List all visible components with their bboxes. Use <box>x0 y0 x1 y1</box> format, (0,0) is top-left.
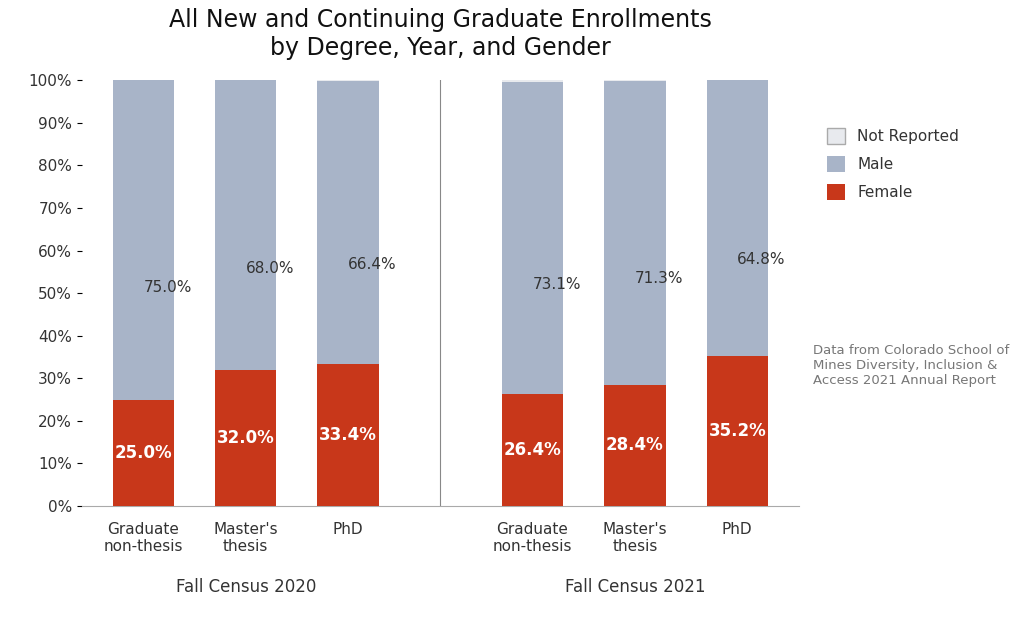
Legend: Not Reported, Male, Female: Not Reported, Male, Female <box>820 122 966 207</box>
Bar <box>502 82 563 394</box>
Bar <box>604 80 666 81</box>
Bar <box>707 356 768 506</box>
Text: Fall Census 2021: Fall Census 2021 <box>564 578 706 596</box>
Text: 73.1%: 73.1% <box>532 277 581 292</box>
Text: 25.0%: 25.0% <box>115 444 172 462</box>
Text: 64.8%: 64.8% <box>737 252 785 267</box>
Bar <box>113 80 174 400</box>
Text: 26.4%: 26.4% <box>504 441 561 459</box>
Bar <box>317 80 379 81</box>
Bar <box>604 81 666 385</box>
Bar <box>215 370 276 506</box>
Text: 32.0%: 32.0% <box>217 429 274 447</box>
Bar <box>113 400 174 506</box>
Text: 75.0%: 75.0% <box>143 280 191 296</box>
Text: 68.0%: 68.0% <box>246 261 294 276</box>
Text: 66.4%: 66.4% <box>348 257 396 272</box>
Bar <box>215 80 276 370</box>
Bar <box>502 394 563 506</box>
Bar <box>317 364 379 506</box>
Text: 71.3%: 71.3% <box>635 271 683 286</box>
Text: 33.4%: 33.4% <box>319 426 377 444</box>
Bar <box>604 385 666 506</box>
Text: 28.4%: 28.4% <box>606 436 664 455</box>
Text: 35.2%: 35.2% <box>709 422 766 440</box>
Text: Fall Census 2020: Fall Census 2020 <box>175 578 316 596</box>
Text: Data from Colorado School of
Mines Diversity, Inclusion &
Access 2021 Annual Rep: Data from Colorado School of Mines Diver… <box>813 344 1010 387</box>
Bar <box>502 80 563 82</box>
Bar <box>317 81 379 364</box>
Title: All New and Continuing Graduate Enrollments
by Degree, Year, and Gender: All New and Continuing Graduate Enrollme… <box>169 9 712 60</box>
Bar <box>707 80 768 356</box>
